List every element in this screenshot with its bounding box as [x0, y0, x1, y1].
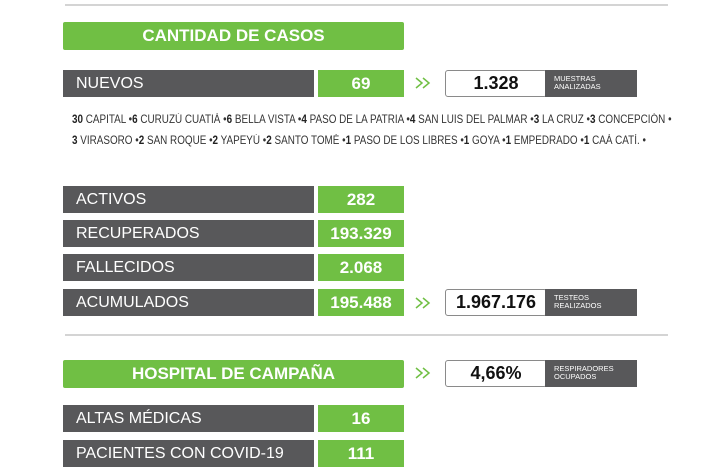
row-value: 16 [318, 405, 404, 432]
extra-label: MUESTRAS ANALIZADAS [545, 70, 637, 97]
locality: 3 CONCEPCIÓN [590, 114, 672, 126]
locality-count: 2 [138, 135, 145, 147]
locality-name: SAN LUIS DEL PALMAR [418, 114, 528, 126]
locality-count: 1 [583, 135, 590, 147]
locality-count: 4 [301, 114, 307, 126]
locality-name: EMPEDRADO [513, 135, 578, 147]
locality-name: VIRASORO [80, 135, 133, 147]
locality-count: 2 [212, 135, 219, 147]
locality-name: PASO DE LA PATRIA [309, 114, 404, 126]
locality: 30 CAPITAL [72, 114, 132, 126]
locality: 1 EMPEDRADO [506, 135, 584, 147]
locality-count: 1 [463, 135, 470, 147]
locality-name: CAÁ CATÍ. [592, 135, 640, 147]
row-label: ACUMULADOS [63, 289, 314, 316]
chevron [414, 76, 434, 95]
locality: 2 YAPEYÚ [213, 135, 267, 147]
locality: 6 CURUZÚ CUATIÁ [132, 114, 227, 126]
locality-count: 3 [72, 135, 78, 147]
extra-value: 4,66% [445, 360, 547, 387]
divider [65, 4, 668, 6]
locality-name: CAPITAL [85, 114, 126, 126]
locality-count: 2 [266, 135, 272, 147]
extra-label: RESPIRADORES OCUPADOS [545, 360, 637, 387]
section-title: HOSPITAL DE CAMPAÑA [63, 360, 404, 388]
locality: 1 PASO DE LOS LIBRES [346, 135, 464, 147]
locality: 4 SAN LUIS DEL PALMAR [410, 114, 534, 126]
locality: 3 VIRASORO [72, 135, 139, 147]
extra-value: 1.967.176 [445, 289, 547, 316]
locality: 2 SAN ROQUE [139, 135, 213, 147]
row-value: 193.329 [318, 220, 404, 247]
locality-count: 6 [132, 114, 138, 126]
chevron [414, 296, 434, 315]
locality: 2 SANTO TOMÉ [266, 135, 345, 147]
locality-name: SANTO TOMÉ [274, 135, 340, 147]
locality-count: 6 [226, 114, 233, 126]
locality-name: YAPEYÚ [220, 135, 261, 147]
locality-name: CONCEPCIÓN [598, 114, 666, 126]
locality-name: LA CRUZ [542, 114, 584, 126]
section-title: CANTIDAD DE CASOS [63, 22, 404, 50]
locality: 4 PASO DE LA PATRIA [301, 114, 409, 126]
row-value: 195.488 [318, 289, 404, 316]
locality: 1 CAÁ CATÍ. [584, 135, 646, 147]
row-label: FALLECIDOS [63, 254, 314, 281]
locality-count: 3 [590, 114, 596, 126]
locality-name: GOYA [472, 135, 500, 147]
locality-name: BELLA VISTA [234, 114, 296, 126]
localities-line: 30 CAPITAL6 CURUZÚ CUATIÁ6 BELLA VISTA4 … [72, 114, 674, 126]
locality: 3 LA CRUZ [534, 114, 590, 126]
row-value: 2.068 [318, 254, 404, 281]
row-label: PACIENTES CON COVID-19 [63, 440, 314, 467]
locality-name: PASO DE LOS LIBRES [353, 135, 458, 147]
chevron [414, 366, 434, 385]
extra-value: 1.328 [445, 70, 547, 97]
row-label: NUEVOS [63, 70, 314, 97]
row-value: 282 [318, 186, 404, 213]
locality-name: CURUZÚ CUATIÁ [140, 114, 221, 126]
locality: 6 BELLA VISTA [227, 114, 302, 126]
row-value: 111 [318, 440, 404, 467]
locality-count: 1 [345, 135, 352, 147]
row-label: ALTAS MÉDICAS [63, 405, 314, 432]
row-label: RECUPERADOS [63, 220, 314, 247]
divider [65, 334, 668, 336]
locality-count: 30 [72, 114, 84, 126]
extra-label: TESTEOS REALIZADOS [545, 289, 637, 316]
locality-count: 3 [533, 114, 540, 126]
locality-count: 1 [505, 135, 512, 147]
localities-line: 3 VIRASORO2 SAN ROQUE2 YAPEYÚ2 SANTO TOM… [72, 135, 674, 147]
locality-count: 4 [409, 114, 416, 126]
locality: 1 GOYA [464, 135, 506, 147]
row-label: ACTIVOS [63, 186, 314, 213]
row-value: 69 [318, 70, 404, 97]
locality-name: SAN ROQUE [146, 135, 207, 147]
